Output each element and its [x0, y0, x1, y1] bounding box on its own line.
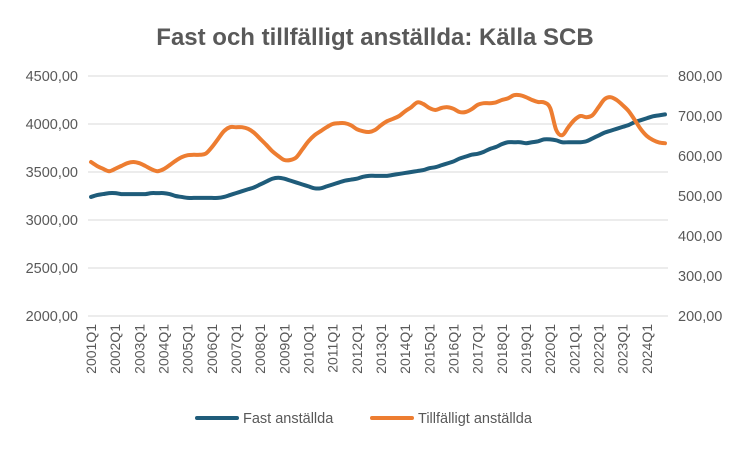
x-tick-label: 2009Q1	[276, 324, 292, 374]
y-right-tick-label: 400,00	[678, 229, 722, 245]
x-axis-labels: 2001Q1 2002Q1 2003Q1 2004Q1 2005Q1 2006Q1 2007…	[83, 324, 655, 374]
x-tick-label: 2021Q1	[566, 324, 582, 374]
x-tick-label: 2018Q1	[494, 324, 510, 374]
y-right-tick-label: 300,00	[678, 269, 722, 285]
y-left-tick-label: 3500,00	[26, 165, 78, 181]
x-tick-label: 2020Q1	[542, 324, 558, 374]
y-right-tick-label: 200,00	[678, 309, 722, 325]
gridlines	[88, 75, 668, 317]
x-tick-label: 2003Q1	[131, 324, 147, 374]
x-tick-label: 2012Q1	[349, 324, 365, 374]
y-left-tick-label: 4500,00	[26, 69, 78, 85]
x-tick-label: 2016Q1	[446, 324, 462, 374]
chart-title: Fast och tillfälligt anställda: Källa SC…	[156, 24, 593, 51]
y-right-tick-label: 500,00	[678, 189, 722, 205]
x-tick-label: 2017Q1	[470, 324, 486, 374]
x-tick-label: 2010Q1	[301, 324, 317, 374]
y-left-tick-label: 2500,00	[26, 261, 78, 277]
y-right-tick-label: 700,00	[678, 109, 722, 125]
series-line-tillfalligt-anstallda	[89, 92, 667, 174]
x-tick-label: 2023Q1	[615, 324, 631, 374]
x-tick-label: 2014Q1	[397, 324, 413, 374]
legend-label-tillfalligt: Tillfälligt anställda	[418, 411, 533, 427]
x-tick-label: 2001Q1	[83, 324, 99, 374]
x-tick-label: 2013Q1	[373, 324, 389, 374]
x-tick-label: 2008Q1	[252, 324, 268, 374]
x-tick-label: 2011Q1	[325, 324, 341, 373]
x-tick-label: 2005Q1	[180, 324, 196, 374]
x-tick-label: 2019Q1	[518, 324, 534, 374]
legend-label-fast: Fast anställda	[243, 411, 334, 427]
x-tick-label: 2022Q1	[591, 324, 607, 374]
left-axis-labels: 2000,00 2500,00 3000,00 3500,00 4000,00 4500,…	[26, 69, 78, 325]
x-tick-label: 2007Q1	[228, 324, 244, 374]
y-right-tick-label: 800,00	[678, 69, 722, 85]
y-left-tick-label: 4000,00	[26, 117, 78, 133]
legend: Fast anställda Tillfälligt anställda	[195, 411, 533, 427]
x-tick-label: 2004Q1	[156, 324, 172, 374]
series-lines	[89, 92, 667, 200]
right-axis-labels: 200,00 300,00 400,00 500,00 600,00 700,00 800,…	[678, 69, 722, 325]
x-tick-label: 2024Q1	[639, 324, 655, 374]
series-line-fast-anstallda	[89, 112, 667, 200]
x-tick-label: 2002Q1	[107, 324, 123, 374]
y-right-tick-label: 600,00	[678, 149, 722, 165]
x-tick-label: 2006Q1	[204, 324, 220, 374]
y-left-tick-label: 2000,00	[26, 309, 78, 325]
x-tick-label: 2015Q1	[421, 324, 437, 374]
y-left-tick-label: 3000,00	[26, 213, 78, 229]
